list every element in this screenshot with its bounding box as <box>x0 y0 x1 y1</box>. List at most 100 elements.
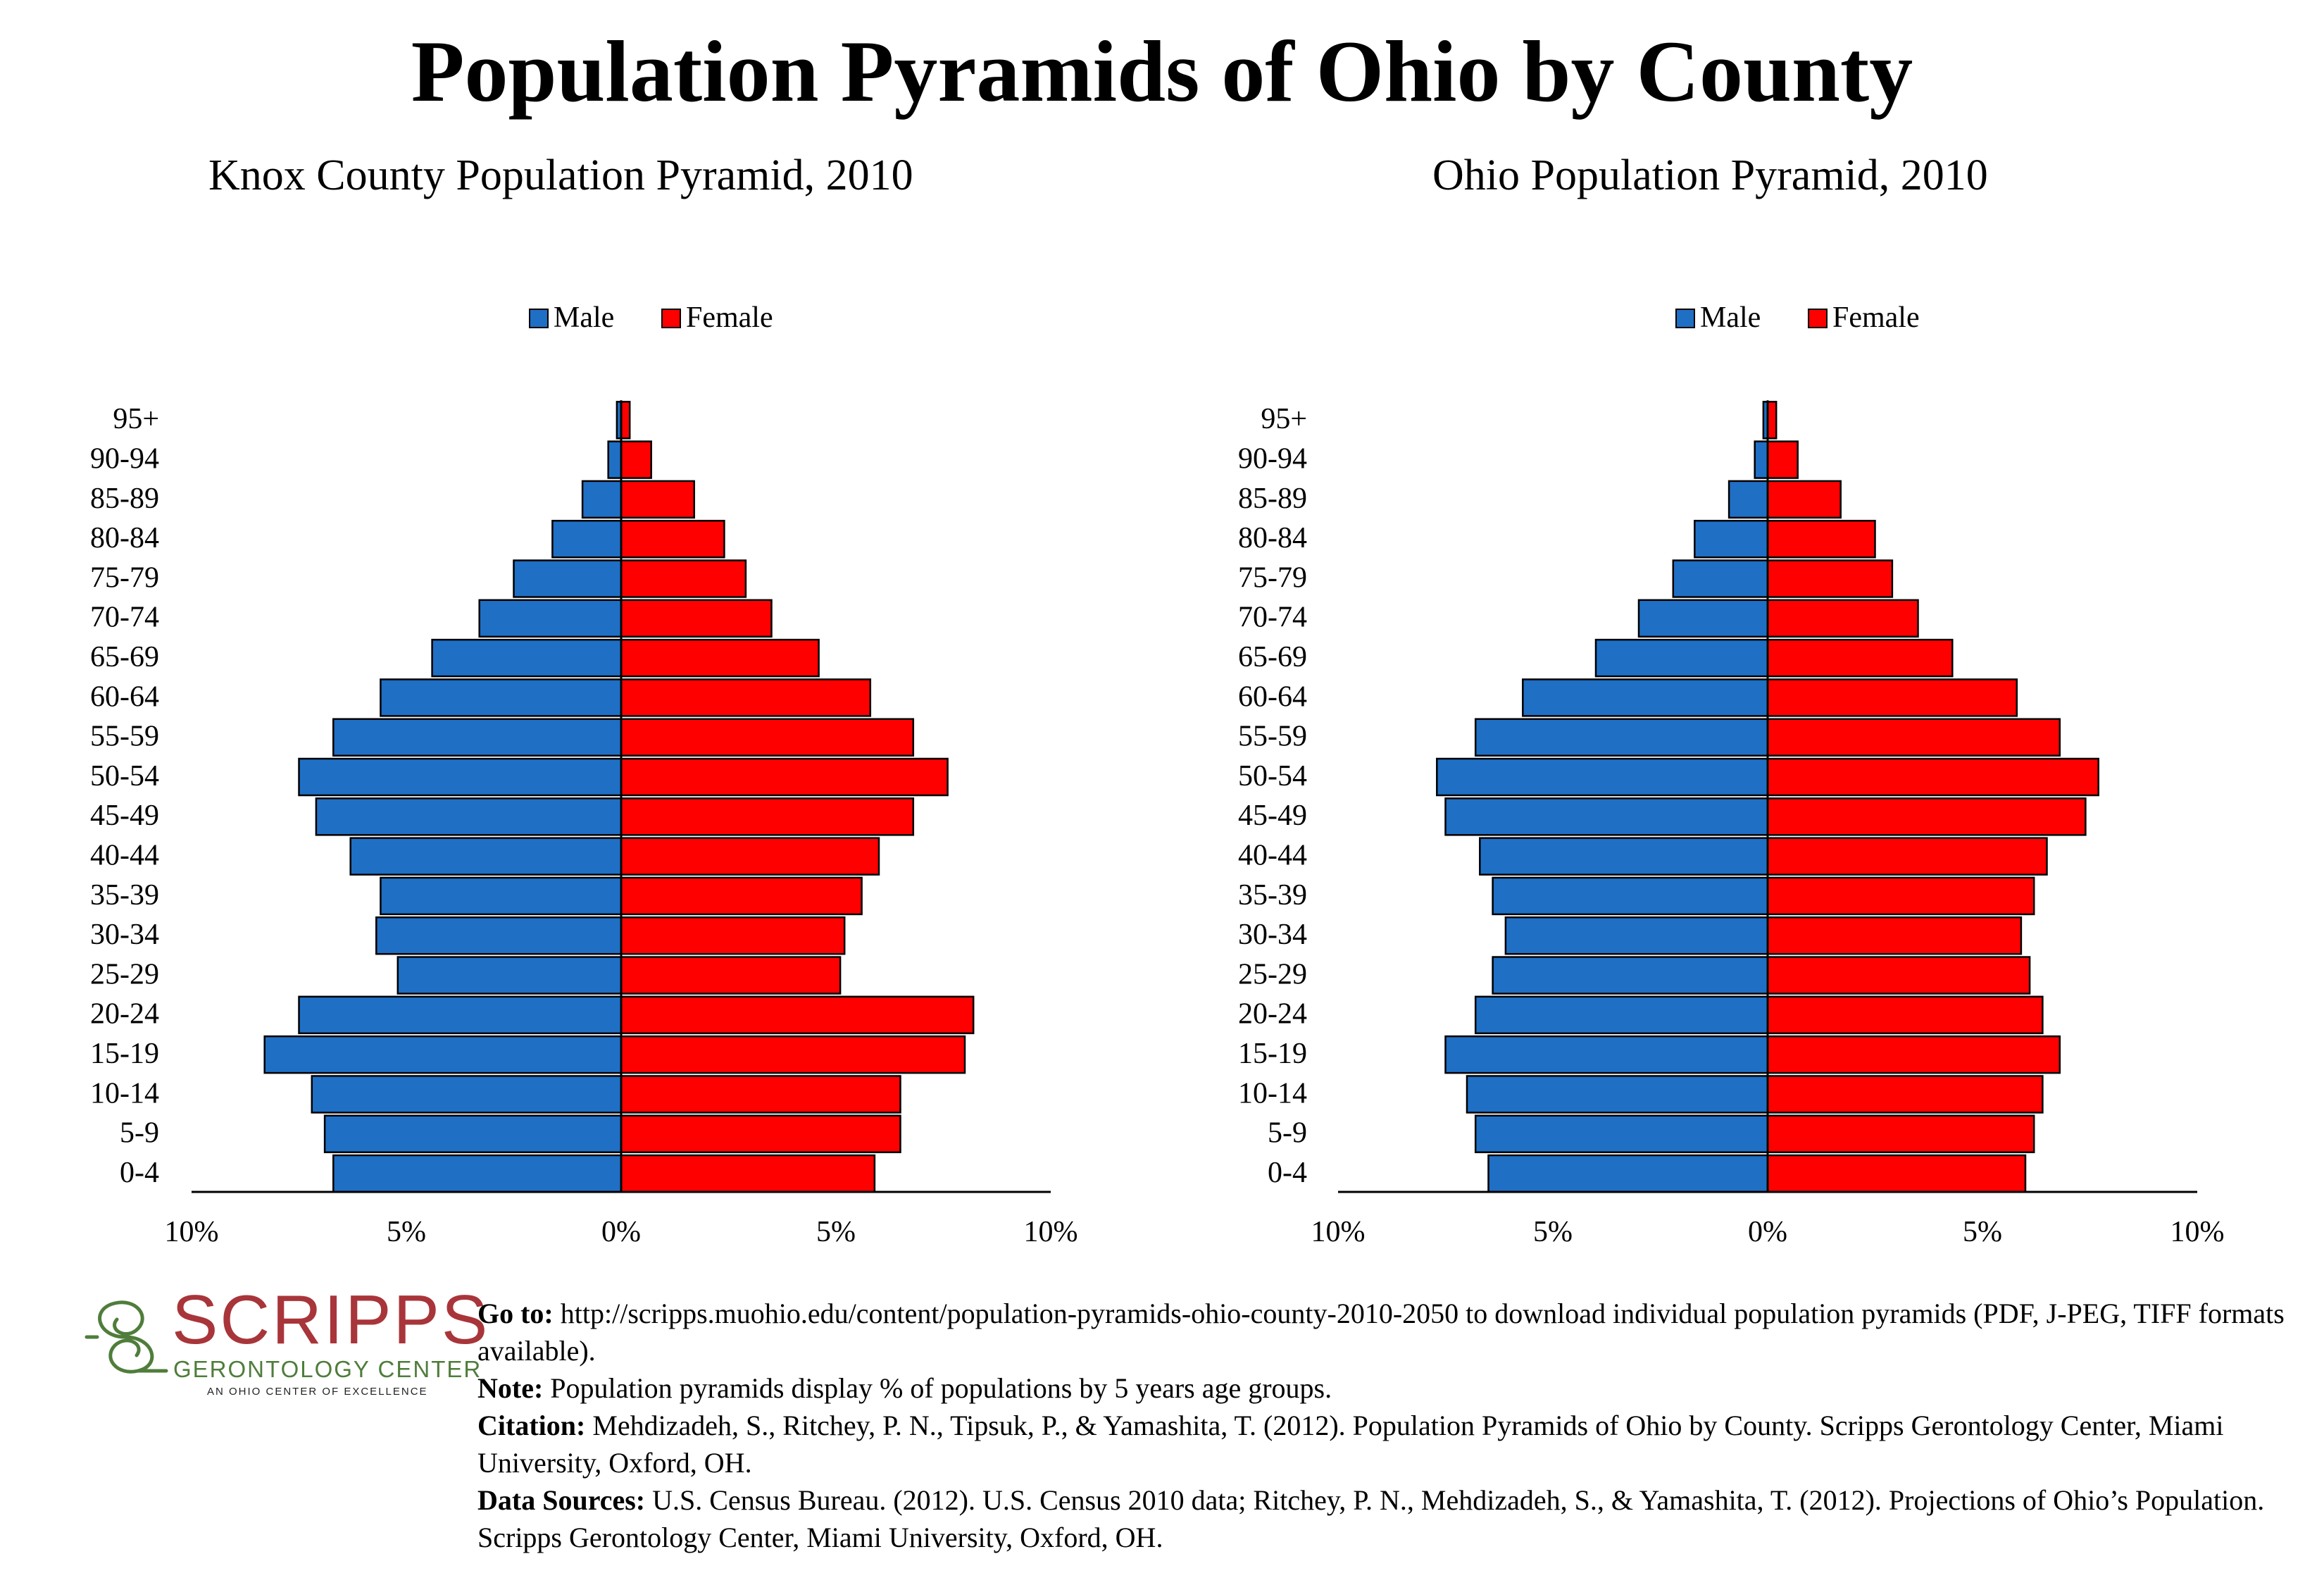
knox-male-bar-65-69 <box>431 638 623 678</box>
knox-pyramid-chart: Male Female 0-4 5-9 10-14 15-19 20-24 25-29 30-3… <box>90 302 1078 1248</box>
data-sources: Data Sources: U.S. Census Bureau. (2012)… <box>477 1484 2265 1553</box>
ohio-age-label: 15-19 <box>1238 1038 1307 1070</box>
ohio-female-bar-70-74 <box>1766 599 1919 638</box>
ohio-female-bar-15-19 <box>1766 1035 2061 1074</box>
knox-age-label: 20-24 <box>90 998 159 1031</box>
knox-age-label: 85-89 <box>90 483 159 515</box>
ohio-age-label: 85-89 <box>1238 483 1307 515</box>
notes-block: Go to: http://scripps.muohio.edu/content… <box>477 1295 2309 1556</box>
knox-age-label: 80-84 <box>90 522 159 554</box>
ohio-male-bar-80-84 <box>1694 519 1769 559</box>
ohio-male-bar-15-19 <box>1444 1035 1769 1074</box>
knox-female-bar-90-94 <box>620 440 652 479</box>
ohio-male-bar-20-24 <box>1474 995 1769 1035</box>
knox-age-label: 70-74 <box>90 602 159 634</box>
ohio-age-label: 55-59 <box>1238 721 1307 753</box>
ohio-x-tick-label: 10% <box>2170 1216 2225 1248</box>
ohio-female-bar-5-9 <box>1766 1114 2035 1153</box>
knox-age-label: 55-59 <box>90 721 159 753</box>
ohio-pyramid-chart: Male Female 0-4 5-9 10-14 15-19 20-24 25-29 30-3… <box>1238 302 2225 1248</box>
ohio-male-bar-85-89 <box>1728 480 1769 519</box>
knox-female-bar-45-49 <box>620 797 915 836</box>
knox-age-label: 10-14 <box>90 1077 159 1110</box>
ohio-x-tick-label: 10% <box>1311 1216 1366 1248</box>
knox-female-bar-0-4 <box>620 1154 876 1193</box>
ohio-age-label: 65-69 <box>1238 641 1307 673</box>
knox-male-bar-85-89 <box>581 480 623 519</box>
knox-age-label: 30-34 <box>90 919 159 951</box>
ohio-male-bar-90-94 <box>1754 440 1769 479</box>
ohio-age-label: 80-84 <box>1238 522 1307 554</box>
knox-age-label: 65-69 <box>90 641 159 673</box>
knox-female-bar-30-34 <box>620 916 846 955</box>
knox-legend-female-swatch <box>661 309 681 328</box>
knox-age-label: 75-79 <box>90 561 159 594</box>
knox-female-bar-65-69 <box>620 638 820 678</box>
knox-male-bar-40-44 <box>349 837 623 876</box>
ohio-age-label: 10-14 <box>1238 1077 1307 1110</box>
ohio-male-bar-35-39 <box>1492 876 1769 916</box>
knox-female-bar-60-64 <box>620 678 872 717</box>
ohio-age-label: 40-44 <box>1238 839 1307 871</box>
knox-male-bar-60-64 <box>380 678 623 717</box>
knox-age-label: 15-19 <box>90 1038 159 1070</box>
ohio-legend-male-swatch <box>1675 309 1695 328</box>
ohio-age-label: 30-34 <box>1238 919 1307 951</box>
ohio-female-bar-25-29 <box>1766 956 2031 995</box>
download-link[interactable]: http://scripps.muohio.edu/content/popula… <box>477 1298 2285 1367</box>
ohio-male-bar-70-74 <box>1637 599 1769 638</box>
ohio-female-bar-80-84 <box>1766 519 1876 559</box>
knox-legend: Male Female <box>529 302 773 334</box>
ohio-x-tick-label: 5% <box>1533 1216 1573 1248</box>
ohio-age-label: 95+ <box>1261 403 1307 435</box>
logo-tagline: AN OHIO CENTER OF EXCELLENCE <box>207 1386 428 1398</box>
ohio-age-label: 75-79 <box>1238 561 1307 594</box>
ohio-female-bar-40-44 <box>1766 837 2048 876</box>
ohio-legend-female-swatch <box>1808 309 1828 328</box>
page-title: Population Pyramids of Ohio by County <box>411 23 1913 120</box>
knox-female-bar-70-74 <box>620 599 773 638</box>
ohio-female-bar-10-14 <box>1766 1075 2044 1114</box>
knox-x-tick-label: 10% <box>165 1216 219 1248</box>
knox-legend-male-label: Male <box>554 302 614 334</box>
knox-female-bar-35-39 <box>620 876 863 916</box>
knox-age-label: 50-54 <box>90 760 159 792</box>
knox-female-bar-55-59 <box>620 718 915 757</box>
scripps-swirl-icon <box>85 1300 168 1374</box>
ohio-male-bar-75-79 <box>1672 559 1769 598</box>
knox-legend-male-swatch <box>529 309 549 328</box>
knox-x-tick-label: 0% <box>601 1216 641 1248</box>
knox-age-label: 35-39 <box>90 879 159 912</box>
ohio-age-label: 45-49 <box>1238 800 1307 832</box>
ohio-age-label: 70-74 <box>1238 602 1307 634</box>
ohio-legend: Male Female <box>1675 302 1920 334</box>
knox-male-bar-25-29 <box>396 956 623 995</box>
note-line: Note: Population pyramids display % of p… <box>477 1372 1332 1404</box>
knox-male-bar-20-24 <box>298 995 623 1035</box>
knox-age-label: 45-49 <box>90 800 159 832</box>
ohio-age-label: 0-4 <box>1268 1157 1307 1189</box>
knox-female-bar-15-19 <box>620 1035 966 1074</box>
knox-male-bar-15-19 <box>263 1035 623 1074</box>
ohio-male-bar-55-59 <box>1474 718 1769 757</box>
ohio-female-bar-90-94 <box>1766 440 1799 479</box>
scripps-logo: SCRIPPS GERONTOLOGY CENTER AN OHIO CENTE… <box>83 1285 487 1400</box>
ohio-age-label: 90-94 <box>1238 442 1307 475</box>
ohio-female-bar-55-59 <box>1766 718 2061 757</box>
ohio-female-bar-75-79 <box>1766 559 1894 598</box>
knox-age-label: 0-4 <box>120 1157 159 1189</box>
ohio-male-bar-50-54 <box>1436 757 1769 797</box>
ohio-legend-male-label: Male <box>1700 302 1761 334</box>
knox-female-bar-10-14 <box>620 1075 901 1114</box>
ohio-male-bar-60-64 <box>1522 678 1769 717</box>
knox-x-tick-label: 5% <box>816 1216 856 1248</box>
ohio-male-bar-65-69 <box>1594 638 1769 678</box>
knox-male-bar-30-34 <box>375 916 623 955</box>
ohio-female-bar-20-24 <box>1766 995 2044 1035</box>
knox-male-bar-75-79 <box>513 559 623 598</box>
logo-subtitle: GERONTOLOGY CENTER <box>173 1356 482 1382</box>
citation: Citation: Mehdizadeh, S., Ritchey, P. N.… <box>477 1410 2224 1479</box>
knox-male-bar-45-49 <box>315 797 623 836</box>
knox-age-label: 5-9 <box>120 1117 159 1150</box>
knox-age-label: 60-64 <box>90 680 159 713</box>
